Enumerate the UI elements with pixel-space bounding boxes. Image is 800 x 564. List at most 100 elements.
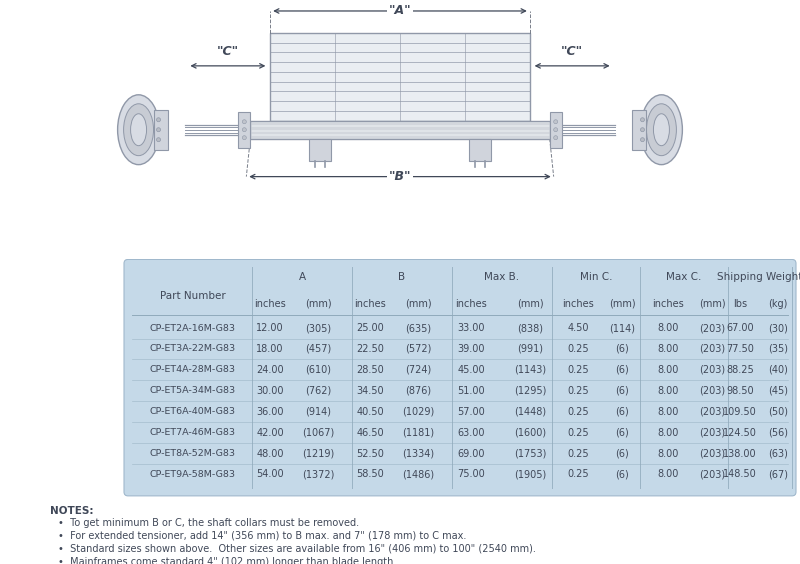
Bar (270, 33, 530, 121)
Text: CP-ET2A-16M-G83: CP-ET2A-16M-G83 (150, 324, 236, 333)
Text: (762): (762) (305, 386, 331, 396)
Text: "C": "C" (217, 45, 239, 59)
Text: CP-ET3A-22M-G83: CP-ET3A-22M-G83 (150, 345, 236, 354)
Text: (203): (203) (699, 344, 725, 354)
Bar (250, 136, 550, 139)
Text: 48.00: 48.00 (256, 448, 284, 459)
Text: (6): (6) (615, 344, 629, 354)
Text: Max C.: Max C. (666, 272, 702, 283)
Text: 0.25: 0.25 (567, 448, 589, 459)
Text: inches: inches (254, 298, 286, 309)
Bar (250, 122, 550, 125)
Text: Max B.: Max B. (485, 272, 519, 283)
Text: (876): (876) (405, 386, 431, 396)
Text: 36.00: 36.00 (256, 407, 284, 417)
Text: 4.50: 4.50 (567, 323, 589, 333)
Circle shape (157, 138, 161, 142)
Circle shape (641, 138, 645, 142)
Text: (724): (724) (405, 365, 431, 375)
Text: 8.00: 8.00 (658, 365, 678, 375)
Bar (250, 131, 550, 134)
Text: A: A (298, 272, 306, 283)
Ellipse shape (118, 95, 159, 165)
Text: 0.25: 0.25 (567, 386, 589, 396)
Text: 0.25: 0.25 (567, 365, 589, 375)
Ellipse shape (123, 104, 154, 156)
Text: (1067): (1067) (302, 428, 334, 438)
Text: (1486): (1486) (402, 469, 434, 479)
Text: (6): (6) (615, 428, 629, 438)
Text: (1753): (1753) (514, 448, 546, 459)
Text: 8.00: 8.00 (658, 323, 678, 333)
Text: 24.00: 24.00 (256, 365, 284, 375)
Text: (1219): (1219) (302, 448, 334, 459)
Text: CP-ET5A-34M-G83: CP-ET5A-34M-G83 (150, 386, 236, 395)
Text: CP-ET8A-52M-G83: CP-ET8A-52M-G83 (150, 449, 236, 458)
Text: (457): (457) (305, 344, 331, 354)
Text: (991): (991) (517, 344, 543, 354)
Text: 8.00: 8.00 (658, 407, 678, 417)
Text: Shipping Weight: Shipping Weight (718, 272, 800, 283)
Text: 46.50: 46.50 (356, 428, 384, 438)
Text: (6): (6) (615, 386, 629, 396)
Text: 18.00: 18.00 (256, 344, 284, 354)
Circle shape (641, 127, 645, 132)
Text: (203): (203) (699, 407, 725, 417)
Text: CP-ET7A-46M-G83: CP-ET7A-46M-G83 (150, 428, 236, 437)
Text: inches: inches (455, 298, 487, 309)
Text: (mm): (mm) (609, 298, 635, 309)
Bar (154, 110, 167, 149)
Text: (6): (6) (615, 448, 629, 459)
Text: (114): (114) (609, 323, 635, 333)
Text: (40): (40) (768, 365, 788, 375)
Text: (203): (203) (699, 323, 725, 333)
Text: 34.50: 34.50 (356, 386, 384, 396)
Text: (1372): (1372) (302, 469, 334, 479)
Text: 8.00: 8.00 (658, 344, 678, 354)
Text: 28.50: 28.50 (356, 365, 384, 375)
Text: CP-ET6A-40M-G83: CP-ET6A-40M-G83 (150, 407, 236, 416)
Circle shape (242, 127, 246, 132)
Text: (203): (203) (699, 448, 725, 459)
Text: 42.00: 42.00 (256, 428, 284, 438)
Text: 63.00: 63.00 (458, 428, 485, 438)
Text: (mm): (mm) (405, 298, 431, 309)
Text: NOTES:: NOTES: (50, 506, 94, 516)
Text: 52.50: 52.50 (356, 448, 384, 459)
Text: 8.00: 8.00 (658, 428, 678, 438)
Text: (203): (203) (699, 386, 725, 396)
Text: 69.00: 69.00 (458, 448, 485, 459)
Text: 0.25: 0.25 (567, 428, 589, 438)
Text: (45): (45) (768, 386, 788, 396)
Text: 148.50: 148.50 (723, 469, 757, 479)
Text: 45.00: 45.00 (457, 365, 485, 375)
Text: B: B (398, 272, 406, 283)
Text: (203): (203) (699, 365, 725, 375)
Text: Part Number: Part Number (160, 290, 226, 301)
Text: (1143): (1143) (514, 365, 546, 375)
Text: 0.25: 0.25 (567, 407, 589, 417)
Bar (309, 139, 331, 161)
FancyBboxPatch shape (124, 259, 796, 496)
Text: (914): (914) (305, 407, 331, 417)
Text: •  Standard sizes shown above.  Other sizes are available from 16" (406 mm) to 1: • Standard sizes shown above. Other size… (58, 544, 536, 554)
Text: (63): (63) (768, 448, 788, 459)
Text: 51.00: 51.00 (457, 386, 485, 396)
Circle shape (242, 136, 246, 140)
Text: (1295): (1295) (514, 386, 546, 396)
Text: •  Mainframes come standard 4" (102 mm) longer than blade length.: • Mainframes come standard 4" (102 mm) l… (58, 557, 396, 564)
Bar (633, 110, 646, 149)
Text: (572): (572) (405, 344, 431, 354)
Text: (610): (610) (305, 365, 331, 375)
Text: (1029): (1029) (402, 407, 434, 417)
Text: (1600): (1600) (514, 428, 546, 438)
Text: 88.25: 88.25 (726, 365, 754, 375)
Text: (838): (838) (517, 323, 543, 333)
Bar (130, 380, 790, 400)
Text: 25.00: 25.00 (356, 323, 384, 333)
Text: 58.50: 58.50 (356, 469, 384, 479)
Bar (130, 338, 790, 358)
Circle shape (641, 118, 645, 122)
Text: 124.50: 124.50 (723, 428, 757, 438)
Text: (1448): (1448) (514, 407, 546, 417)
